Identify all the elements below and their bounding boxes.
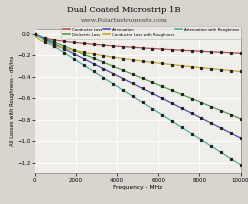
Text: Dual Coated Microstrip 1B: Dual Coated Microstrip 1B <box>67 6 181 14</box>
Y-axis label: All Losses with Roughness - dB/Ins: All Losses with Roughness - dB/Ins <box>10 56 15 146</box>
Text: www.PolarInstruments.com: www.PolarInstruments.com <box>81 18 167 23</box>
X-axis label: Frequency - MHz: Frequency - MHz <box>113 185 162 190</box>
Legend: Conductor Loss, Dielectric Loss, Attenuation, Conductor Loss with Roughness, Att: Conductor Loss, Dielectric Loss, Attenua… <box>62 26 241 39</box>
